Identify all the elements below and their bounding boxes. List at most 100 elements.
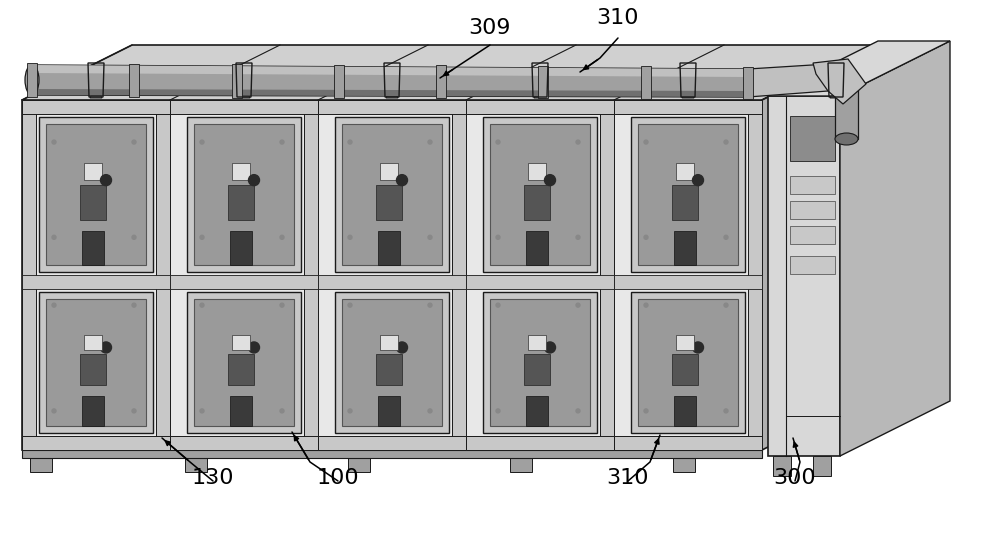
Circle shape xyxy=(692,342,704,353)
Polygon shape xyxy=(194,124,294,265)
Polygon shape xyxy=(318,436,466,450)
Circle shape xyxy=(52,303,56,307)
Circle shape xyxy=(724,303,728,307)
Circle shape xyxy=(724,409,728,413)
Circle shape xyxy=(100,175,112,186)
Circle shape xyxy=(428,303,432,307)
Polygon shape xyxy=(672,354,698,385)
Circle shape xyxy=(576,236,580,239)
Polygon shape xyxy=(232,334,250,350)
Polygon shape xyxy=(232,64,242,98)
Circle shape xyxy=(132,140,136,144)
Circle shape xyxy=(248,175,260,186)
Circle shape xyxy=(132,303,136,307)
Polygon shape xyxy=(773,456,791,476)
Polygon shape xyxy=(378,395,400,426)
Polygon shape xyxy=(510,450,532,472)
Circle shape xyxy=(496,409,500,413)
Polygon shape xyxy=(676,334,694,350)
Text: 130: 130 xyxy=(192,468,234,488)
Polygon shape xyxy=(32,89,748,97)
Circle shape xyxy=(644,236,648,239)
Circle shape xyxy=(396,175,408,186)
Polygon shape xyxy=(22,436,170,450)
Circle shape xyxy=(52,140,56,144)
Circle shape xyxy=(200,236,204,239)
Polygon shape xyxy=(466,100,614,114)
Polygon shape xyxy=(32,65,748,97)
Polygon shape xyxy=(768,41,950,96)
Polygon shape xyxy=(830,96,842,98)
Circle shape xyxy=(644,140,648,144)
Polygon shape xyxy=(39,292,153,433)
Polygon shape xyxy=(334,65,344,98)
Polygon shape xyxy=(631,292,745,433)
Circle shape xyxy=(576,140,580,144)
Polygon shape xyxy=(790,256,835,274)
Polygon shape xyxy=(32,65,748,77)
Polygon shape xyxy=(672,184,698,220)
Polygon shape xyxy=(194,299,294,426)
Polygon shape xyxy=(228,354,254,385)
Circle shape xyxy=(428,409,432,413)
Polygon shape xyxy=(641,66,651,99)
Polygon shape xyxy=(342,124,442,265)
Polygon shape xyxy=(318,275,466,289)
Polygon shape xyxy=(84,334,102,350)
Circle shape xyxy=(348,236,352,239)
Circle shape xyxy=(724,236,728,239)
Polygon shape xyxy=(156,100,170,450)
Polygon shape xyxy=(170,275,318,289)
Polygon shape xyxy=(538,66,548,98)
Polygon shape xyxy=(82,231,104,265)
Polygon shape xyxy=(466,275,614,289)
Circle shape xyxy=(52,409,56,413)
Polygon shape xyxy=(304,100,318,450)
Polygon shape xyxy=(466,436,614,450)
Circle shape xyxy=(248,342,260,353)
Circle shape xyxy=(348,409,352,413)
Polygon shape xyxy=(534,96,546,98)
Text: 310: 310 xyxy=(607,468,649,488)
Polygon shape xyxy=(376,354,402,385)
Polygon shape xyxy=(840,41,950,456)
Polygon shape xyxy=(676,164,694,181)
Polygon shape xyxy=(524,354,550,385)
Polygon shape xyxy=(170,436,318,450)
Circle shape xyxy=(496,236,500,239)
Polygon shape xyxy=(27,63,37,97)
Polygon shape xyxy=(22,100,762,450)
Circle shape xyxy=(544,342,556,353)
Circle shape xyxy=(200,140,204,144)
Polygon shape xyxy=(762,45,872,450)
Polygon shape xyxy=(335,292,449,433)
Circle shape xyxy=(348,140,352,144)
Circle shape xyxy=(724,140,728,144)
Polygon shape xyxy=(82,395,104,426)
Circle shape xyxy=(280,303,284,307)
Polygon shape xyxy=(638,124,738,265)
Polygon shape xyxy=(342,299,442,426)
Polygon shape xyxy=(682,96,694,98)
Polygon shape xyxy=(380,164,398,181)
Polygon shape xyxy=(614,275,762,289)
Polygon shape xyxy=(22,45,872,100)
Polygon shape xyxy=(187,292,301,433)
Circle shape xyxy=(644,409,648,413)
Polygon shape xyxy=(22,275,170,289)
Polygon shape xyxy=(483,292,597,433)
Text: 310: 310 xyxy=(597,8,639,28)
Polygon shape xyxy=(335,117,449,272)
Polygon shape xyxy=(80,184,106,220)
Polygon shape xyxy=(813,59,866,104)
Polygon shape xyxy=(748,64,828,97)
Polygon shape xyxy=(376,184,402,220)
Polygon shape xyxy=(638,299,738,426)
Polygon shape xyxy=(380,334,398,350)
Polygon shape xyxy=(436,65,446,98)
Polygon shape xyxy=(768,96,840,456)
Polygon shape xyxy=(80,354,106,385)
Circle shape xyxy=(576,303,580,307)
Polygon shape xyxy=(528,334,546,350)
Polygon shape xyxy=(22,100,36,450)
